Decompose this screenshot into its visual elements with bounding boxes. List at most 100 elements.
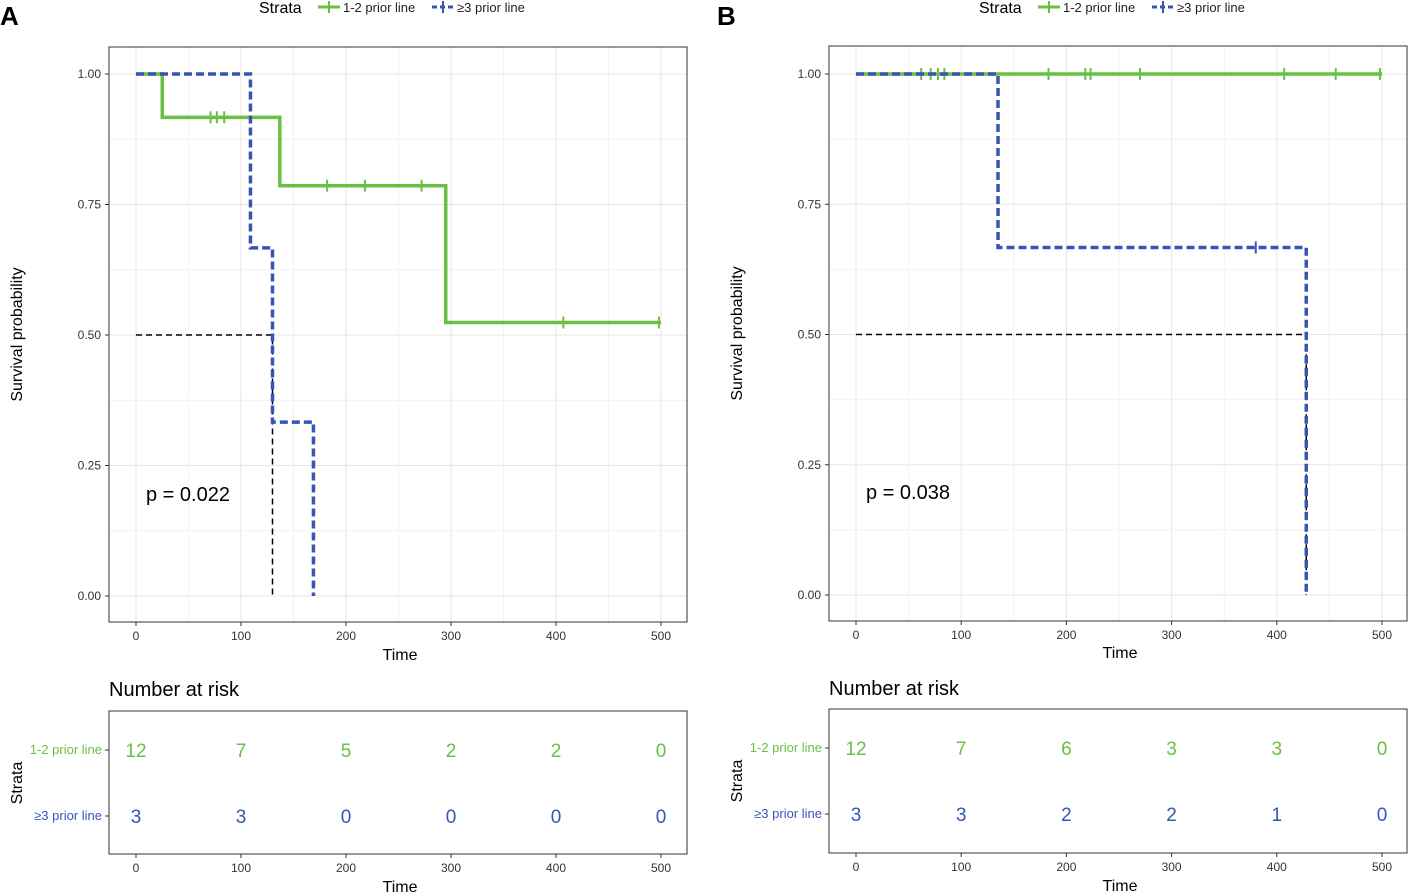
plot-background (829, 46, 1407, 621)
legend: Strata 1-2 prior line ≥3 prior line (259, 0, 525, 17)
risk-row-label: ≥3 prior line (34, 808, 102, 823)
legend-label: 1-2 prior line (1063, 0, 1135, 15)
x-tick-label: 400 (546, 629, 566, 643)
risk-y-axis-title: Strata (9, 762, 26, 805)
risk-count: 6 (1061, 739, 1072, 760)
y-tick-label: 0.00 (798, 588, 822, 602)
risk-count: 3 (1166, 739, 1177, 760)
risk-count: 3 (851, 805, 862, 826)
legend-title: Strata (259, 0, 302, 17)
panel-label: A (0, 1, 19, 31)
legend-item: ≥3 prior line (432, 0, 525, 15)
risk-row-label: ≥3 prior line (754, 806, 822, 821)
series-line-3-plus-prior-line (136, 72, 316, 596)
risk-table-border (828, 708, 1408, 854)
risk-row-label: 1-2 prior line (750, 740, 822, 755)
risk-count: 12 (125, 741, 146, 762)
plot-border (828, 45, 1408, 622)
x-axis-title: Time (1103, 645, 1138, 662)
y-tick-label: 0.50 (798, 328, 822, 342)
y-tick-label: 1.00 (798, 67, 822, 81)
y-tick-label: 0.00 (78, 589, 102, 603)
risk-count: 0 (656, 807, 667, 828)
risk-count: 2 (1166, 805, 1177, 826)
x-tick-label: 200 (1056, 628, 1076, 642)
risk-table-border (108, 710, 688, 855)
risk-table-title: Number at risk (109, 679, 240, 701)
x-tick-label: 200 (336, 629, 356, 643)
x-tick-label: 300 (1162, 628, 1182, 642)
y-axis-title: Survival probability (9, 267, 26, 401)
risk-x-tick-label: 300 (1162, 860, 1182, 874)
risk-count: 7 (956, 739, 967, 760)
risk-x-tick-label: 400 (546, 861, 566, 875)
risk-count: 0 (341, 807, 352, 828)
risk-x-axis-title: Time (1103, 878, 1138, 893)
p-value-annotation: p = 0.038 (866, 482, 950, 504)
panel-label: B (717, 1, 736, 31)
risk-x-tick-label: 400 (1267, 860, 1287, 874)
risk-y-axis-title: Strata (729, 760, 746, 803)
survival-plot: 0 100 200 300 400 500 0.00 0.25 0.50 0.75 1.00 Time… (9, 46, 688, 664)
risk-x-tick-label: 0 (133, 861, 140, 875)
y-tick-label: 0.75 (798, 197, 822, 211)
y-tick-label: 0.25 (798, 458, 822, 472)
x-tick-label: 300 (441, 629, 461, 643)
y-axis-title: Survival probability (729, 266, 746, 400)
series-line-3-plus-prior-line (856, 72, 1309, 595)
series-line-1-2-prior-line (136, 72, 661, 325)
plot-border (108, 46, 688, 623)
legend-label: ≥3 prior line (457, 0, 525, 15)
risk-table-title: Number at risk (829, 678, 960, 700)
legend-label: 1-2 prior line (343, 0, 415, 15)
risk-x-tick-label: 200 (1056, 860, 1076, 874)
x-tick-label: 500 (1372, 628, 1392, 642)
risk-count: 2 (446, 741, 457, 762)
risk-x-tick-label: 300 (441, 861, 461, 875)
legend-item: 1-2 prior line (318, 0, 415, 15)
risk-row-label: 1-2 prior line (30, 742, 102, 757)
risk-count: 2 (551, 741, 562, 762)
risk-count: 12 (845, 739, 866, 760)
risk-count: 7 (236, 741, 247, 762)
risk-x-tick-label: 500 (1372, 860, 1392, 874)
survival-plot: 0 100 200 300 400 500 0.00 0.25 0.50 0.75 1.00 Time… (729, 45, 1408, 662)
risk-count: 3 (131, 807, 142, 828)
risk-x-tick-label: 100 (231, 861, 251, 875)
legend-label: ≥3 prior line (1177, 0, 1245, 15)
p-value-annotation: p = 0.022 (146, 484, 230, 506)
risk-count: 0 (1377, 739, 1388, 760)
risk-count: 3 (236, 807, 247, 828)
legend-title: Strata (979, 0, 1022, 17)
risk-count: 0 (1377, 805, 1388, 826)
legend: Strata 1-2 prior line ≥3 prior line (979, 0, 1245, 17)
x-tick-label: 100 (951, 628, 971, 642)
risk-count: 2 (1061, 805, 1072, 826)
risk-count: 5 (341, 741, 352, 762)
y-tick-label: 0.50 (78, 328, 102, 342)
risk-x-axis-title: Time (383, 879, 418, 893)
y-tick-label: 1.00 (78, 67, 102, 81)
x-tick-label: 0 (853, 628, 860, 642)
legend-item: 1-2 prior line (1038, 0, 1135, 15)
y-tick-label: 0.75 (78, 198, 102, 212)
x-tick-label: 500 (651, 629, 671, 643)
risk-count: 0 (446, 807, 457, 828)
risk-count: 3 (1272, 739, 1283, 760)
risk-count: 3 (956, 805, 967, 826)
risk-count: 0 (551, 807, 562, 828)
risk-table: Number at risk 1-2 prior line 12 7 5 2 2 0 ≥3 pr… (9, 679, 688, 893)
x-tick-label: 100 (231, 629, 251, 643)
y-tick-label: 0.25 (78, 459, 102, 473)
risk-x-tick-label: 100 (951, 860, 971, 874)
risk-x-tick-label: 500 (651, 861, 671, 875)
x-tick-label: 400 (1267, 628, 1287, 642)
x-tick-label: 0 (133, 629, 140, 643)
risk-count: 0 (656, 741, 667, 762)
risk-count: 1 (1272, 805, 1283, 826)
median-reference-line (136, 334, 274, 596)
